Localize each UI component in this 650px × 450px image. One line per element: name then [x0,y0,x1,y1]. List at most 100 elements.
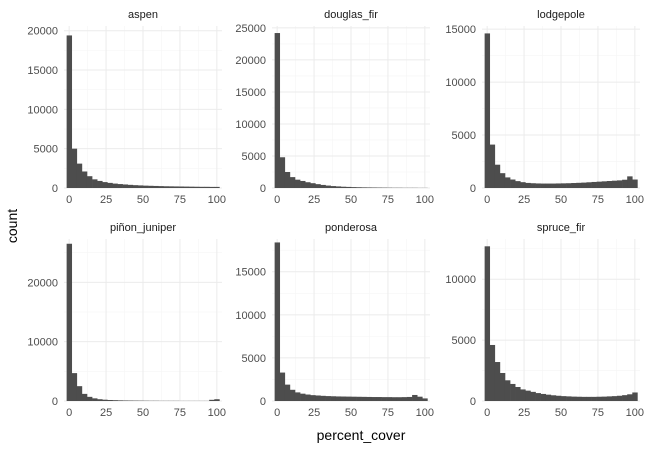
histogram-bar [71,373,78,401]
histogram-bar [112,400,118,401]
histogram-bar [153,185,159,188]
histogram-bar [407,396,413,401]
x-tick-label: 100 [416,194,434,206]
x-tick-label: 50 [345,407,357,419]
histogram-bar [335,186,342,188]
x-tick-label: 75 [382,407,394,419]
histogram-bar [396,397,403,401]
y-tick-label: 10000 [445,77,476,89]
histogram-bar [525,182,531,188]
histogram-bar [510,179,516,188]
histogram-bar [315,395,321,401]
histogram-bar [178,186,185,188]
facet-title: ponderosa [325,222,378,234]
histogram-bar [274,242,281,401]
histogram-bar [525,390,531,401]
y-tick-label: 0 [52,396,58,408]
x-tick-label: 50 [555,194,567,206]
histogram-bar [188,186,195,188]
x-tick-label: 75 [592,407,604,419]
histogram-bar [209,399,215,401]
histogram-bar [214,399,220,401]
histogram-bar [325,396,331,401]
histogram-bar [601,181,608,188]
x-tick-label: 100 [416,407,434,419]
y-tick-label: 0 [260,396,266,408]
histogram-bar [102,399,108,401]
histogram-bar [499,372,506,401]
y-tick-label: 0 [470,396,476,408]
histogram-bar [148,185,154,188]
x-tick-label: 75 [174,194,186,206]
y-tick-label: 20000 [235,55,266,67]
histogram-bar [550,183,557,188]
histogram-bar [484,33,491,188]
histogram-bar [71,148,78,188]
histogram-bar [632,392,638,401]
histogram-bar [112,183,118,188]
histogram-bar [300,180,306,188]
histogram-bar [515,181,521,188]
histogram-bar [361,396,367,401]
histogram-bar [294,392,301,401]
histogram-bar [66,243,73,401]
histogram-bar [345,186,352,188]
histogram-bar [97,180,103,188]
histogram-bar [622,395,628,401]
histogram-bar [284,384,291,401]
histogram-bar [520,182,526,188]
histogram-bar [284,171,291,188]
histogram-bar [520,389,526,401]
histogram-bar [66,35,73,189]
histogram-bar [300,393,306,401]
y-tick-label: 10000 [235,119,266,131]
histogram-bar [494,362,501,401]
histogram-bar [622,179,628,188]
y-tick-label: 15000 [235,87,266,99]
histogram-bar [586,396,592,401]
x-tick-label: 50 [137,194,149,206]
x-tick-label: 50 [137,407,149,419]
facet-title: spruce_fir [537,222,586,234]
histogram-bar [540,183,547,188]
histogram-bar [417,396,423,401]
histogram-bar [376,397,382,401]
histogram-bar [494,164,501,188]
histogram-bar [617,180,623,188]
y-tick-label: 5000 [242,353,266,365]
histogram-bar [606,181,613,188]
histogram-bar [617,395,623,401]
y-tick-label: 15000 [27,65,58,77]
histogram-bar [371,397,377,401]
facet-ponderosa: ponderosa 0 25 50 75 100 0 5000 10000 15000 [235,222,434,419]
x-tick-label: 0 [274,194,280,206]
x-tick-label: 0 [274,407,280,419]
histogram-bar [345,396,352,401]
histogram-bar [81,171,88,188]
y-tick-label: 10000 [27,104,58,116]
histogram-bar [86,176,93,188]
y-tick-label: 15000 [445,24,476,36]
histogram-bar [356,396,362,401]
histogram-bar [143,185,149,188]
x-axis-title: percent_cover [317,427,406,443]
x-tick-label: 100 [626,407,644,419]
y-axis-title: count [4,209,20,243]
histogram-bar [351,187,357,188]
histogram-bar [510,383,516,401]
histogram-bar [530,391,536,401]
y-tick-label: 10000 [235,310,266,322]
x-tick-label: 25 [518,407,530,419]
x-tick-label: 25 [100,194,112,206]
histogram-bar [92,398,98,401]
histogram-bar [484,246,491,401]
histogram-bar [183,186,190,188]
histogram-bar [386,397,393,401]
x-tick-label: 100 [626,194,644,206]
histogram-bar [504,177,511,188]
histogram-bar [330,396,337,401]
x-tick-label: 75 [382,194,394,206]
histogram-bar [107,399,113,401]
histogram-bar [168,186,174,188]
